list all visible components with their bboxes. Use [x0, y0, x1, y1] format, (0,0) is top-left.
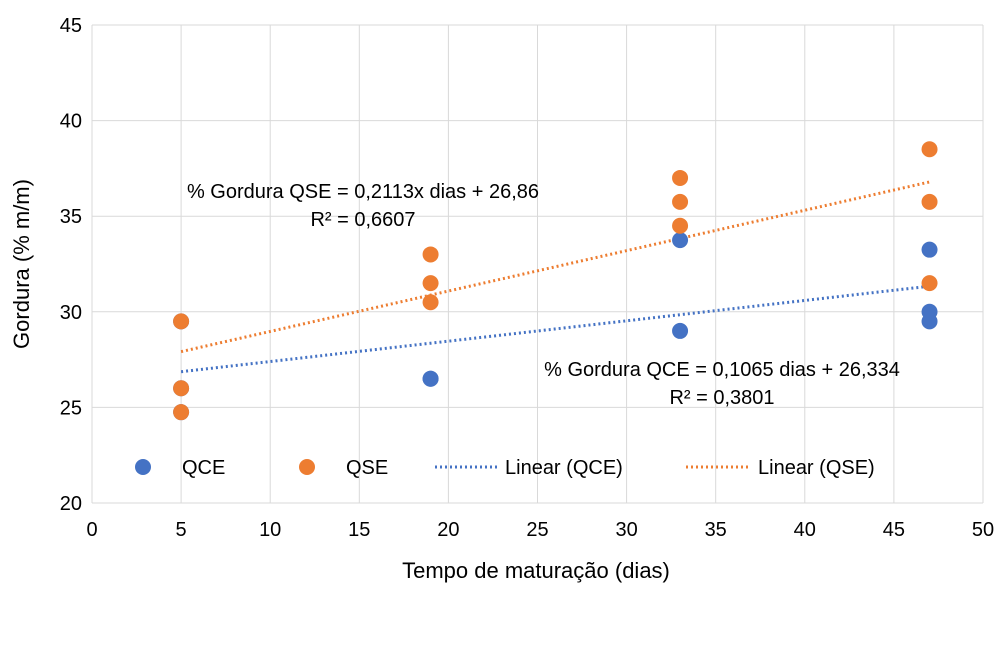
legend: QCE QSE Linear (QCE) Linear (QSE) — [135, 457, 875, 479]
annotation-qse: % Gordura QSE = 0,2113x dias + 26,86 R² … — [187, 181, 539, 231]
legend-item-linear-qce: Linear (QCE) — [435, 457, 623, 479]
point-qse — [422, 246, 439, 263]
x-tick-label: 15 — [348, 519, 370, 541]
x-tick-label: 45 — [883, 519, 905, 541]
point-qce — [422, 370, 439, 387]
legend-marker-qse — [299, 459, 315, 475]
point-qce — [921, 241, 938, 258]
legend-label-qse: QSE — [346, 457, 388, 479]
legend-label-qce: QCE — [182, 457, 225, 479]
legend-marker-qce — [135, 459, 151, 475]
y-tick-label: 40 — [60, 111, 82, 133]
grid — [91, 24, 984, 504]
legend-label-linear-qse: Linear (QSE) — [758, 457, 875, 479]
point-qse — [422, 275, 439, 292]
trendline-qce — [180, 284, 930, 374]
point-qse — [173, 380, 190, 397]
x-tick-label: 40 — [794, 519, 816, 541]
x-tick-label: 20 — [437, 519, 459, 541]
annotation-qse-r2: R² = 0,6607 — [310, 209, 415, 231]
y-tick-label: 30 — [60, 302, 82, 324]
point-qse — [173, 404, 190, 421]
y-tick-label: 45 — [60, 15, 82, 37]
data-points — [173, 141, 938, 421]
x-tick-label: 30 — [615, 519, 637, 541]
legend-item-linear-qse: Linear (QSE) — [686, 457, 875, 479]
point-qse — [921, 141, 938, 158]
y-axis-title: Gordura (% m/m) — [9, 179, 34, 349]
point-qse — [672, 217, 689, 234]
x-tick-label: 25 — [526, 519, 548, 541]
legend-item-qse: QSE — [299, 457, 388, 479]
tick-labels: 0 5 10 15 20 25 30 35 40 45 50 20 25 30 35 40 45 — [60, 15, 994, 541]
point-qse — [422, 294, 439, 311]
y-tick-label: 20 — [60, 493, 82, 515]
trendlines — [180, 180, 930, 374]
point-qse — [921, 275, 938, 292]
y-tick-label: 35 — [60, 206, 82, 228]
point-qse — [672, 169, 689, 186]
annotation-qce: % Gordura QCE = 0,1065 dias + 26,334 R² … — [544, 359, 900, 409]
point-qse — [672, 193, 689, 210]
y-tick-label: 25 — [60, 397, 82, 419]
x-tick-label: 5 — [176, 519, 187, 541]
legend-item-qce: QCE — [135, 457, 225, 479]
legend-label-linear-qce: Linear (QCE) — [505, 457, 623, 479]
x-axis-title: Tempo de maturação (dias) — [402, 558, 670, 583]
x-tick-label: 10 — [259, 519, 281, 541]
annotation-qce-equation: % Gordura QCE = 0,1065 dias + 26,334 — [544, 359, 900, 381]
x-tick-label: 50 — [972, 519, 994, 541]
annotation-qse-equation: % Gordura QSE = 0,2113x dias + 26,86 — [187, 181, 539, 203]
trendline-qse — [180, 180, 930, 354]
point-qse — [921, 193, 938, 210]
x-tick-label: 35 — [705, 519, 727, 541]
point-qce — [672, 322, 689, 339]
annotation-qce-r2: R² = 0,3801 — [669, 387, 774, 409]
point-qse — [173, 313, 190, 330]
point-qce — [672, 232, 689, 249]
x-tick-label: 0 — [86, 519, 97, 541]
point-qce — [921, 313, 938, 330]
